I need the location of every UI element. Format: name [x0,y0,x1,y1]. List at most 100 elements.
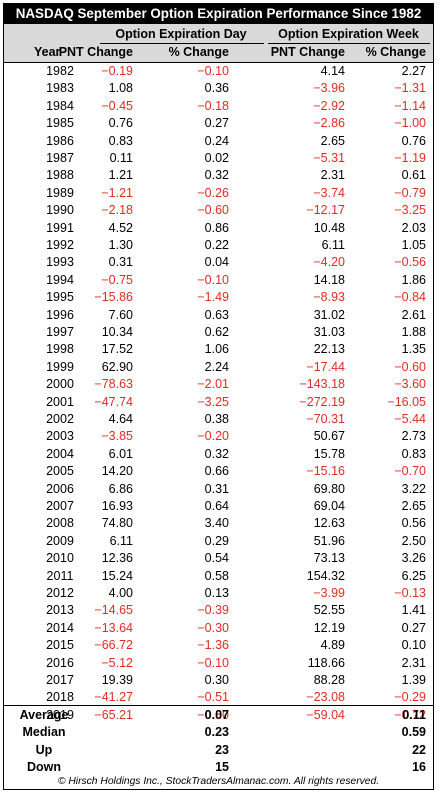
table-row: 1989 −1.21 −0.26 −3.74 −0.79 [4,185,433,202]
day-pnt-cell: 16.93 [101,499,133,513]
col-header-week-pct: % Change [365,45,426,59]
week-pct-cell: −0.29 [394,690,426,705]
table-row: 2006 6.86 0.31 69.80 3.22 [4,481,433,498]
table-row: 1991 4.52 0.86 10.48 2.03 [4,220,433,237]
week-pnt-cell: 2.65 [320,133,345,148]
day-pnt-cell: −0.45 [101,98,133,113]
day-pnt-cell: 1.08 [108,81,133,96]
year-cell: 2005 [46,464,74,479]
week-pnt-cell: −17.44 [306,359,345,374]
year-cell: 1989 [46,185,74,200]
table-row: 2013 −14.65 −0.39 52.55 1.41 [4,602,433,619]
table-row: 2009 6.11 0.29 51.96 2.50 [4,533,433,550]
day-pnt-cell: −14.65 [94,603,133,618]
table-row: 2005 14.20 0.66 −15.16 −0.70 [4,463,433,480]
summary-label: Up [35,742,53,757]
week-pnt-cell: 15.78 [313,446,345,461]
year-cell: 2007 [46,499,74,513]
year-cell: 2003 [46,429,74,444]
year-cell: 1999 [46,359,74,374]
year-cell: 2013 [46,603,74,618]
day-pnt-cell: 14.20 [101,464,133,479]
week-pnt-cell: −2.92 [313,98,345,113]
day-pct-cell: −0.18 [197,98,229,113]
day-pnt-cell: −15.86 [94,290,133,305]
table-row: 2001 −47.74 −3.25 −272.19 −16.05 [4,394,433,411]
week-pct-cell: 2.03 [401,220,426,235]
day-pct-cell: −1.49 [197,290,229,305]
year-cell: 1995 [46,290,74,305]
week-pnt-cell: −59.04 [306,707,345,722]
week-pct-cell: 0.27 [401,620,426,635]
summary-week-pct: 22 [412,742,426,757]
day-pnt-cell: −78.63 [94,377,133,392]
day-pct-cell: 0.32 [204,168,229,183]
day-pnt-cell: −13.64 [94,620,133,635]
week-pnt-cell: 73.13 [313,551,345,566]
day-pct-cell: −3.25 [197,394,229,409]
day-pnt-cell: 0.31 [108,255,133,270]
week-pct-cell: 2.50 [401,533,426,548]
week-pct-cell: 3.26 [401,551,426,566]
week-pnt-cell: 10.48 [313,220,345,235]
table-row: 1987 0.11 0.02 −5.31 −1.19 [4,150,433,167]
table-row: 1984 −0.45 −0.18 −2.92 −1.14 [4,98,433,115]
year-cell: 2019 [46,707,74,722]
week-pct-cell: −0.79 [394,185,426,200]
year-cell: 1983 [46,81,74,96]
week-pct-cell: −16.05 [387,394,426,409]
day-pnt-cell: −2.18 [101,203,133,218]
week-pnt-cell: −8.93 [313,290,345,305]
week-pnt-cell: 31.03 [313,325,345,339]
week-pnt-cell: −2.86 [313,116,345,131]
expiration-table: NASDAQ September Option Expiration Perfo… [3,3,434,790]
week-pct-cell: 0.76 [401,133,426,148]
year-cell: 1990 [46,203,74,218]
day-pnt-cell: 4.00 [108,586,133,600]
week-pnt-cell: −5.31 [313,151,345,165]
week-pct-cell: −0.70 [394,464,426,479]
table-row: 2017 19.39 0.30 88.28 1.39 [4,672,433,689]
day-pnt-cell: 7.60 [108,307,133,322]
day-pnt-cell: 17.52 [101,342,133,357]
day-pct-cell: −0.26 [197,185,229,200]
table-row: 1985 0.76 0.27 −2.86 −1.00 [4,115,433,132]
year-cell: 1998 [46,342,74,357]
year-cell: 2001 [46,394,74,409]
year-cell: 2017 [46,673,74,687]
week-pct-cell: −0.72 [394,707,426,722]
table-row: 2014 −13.64 −0.30 12.19 0.27 [4,620,433,637]
year-cell: 1993 [46,255,74,270]
day-pnt-cell: 1.30 [108,238,133,252]
day-pct-cell: 1.06 [204,342,229,357]
week-pnt-cell: 31.02 [313,307,345,322]
week-pnt-cell: −143.18 [299,377,345,392]
year-cell: 2014 [46,620,74,635]
day-pnt-cell: −5.12 [101,655,133,670]
table-title: NASDAQ September Option Expiration Perfo… [4,4,433,24]
summary-day-pct: 15 [215,760,229,775]
week-pct-cell: 1.86 [401,272,426,287]
week-pct-cell: 0.83 [401,446,426,461]
summary-day-pct: 0.07 [204,708,229,722]
day-pct-cell: 0.86 [204,220,229,235]
day-pct-cell: −0.10 [197,655,229,670]
week-pct-cell: 3.22 [401,481,426,496]
table-row: 1994 −0.75 −0.10 14.18 1.86 [4,272,433,289]
col-header-week-pnt: PNT Change [270,45,345,59]
week-pnt-cell: −12.17 [306,203,345,218]
week-pct-cell: −0.13 [394,586,426,600]
week-pnt-cell: −4.20 [313,255,345,270]
day-pct-cell: 0.31 [204,481,229,496]
day-pct-cell: −0.30 [197,620,229,635]
day-pnt-cell: −0.75 [101,272,133,287]
table-row: 1993 0.31 0.04 −4.20 −0.56 [4,254,433,271]
year-cell: 2011 [46,568,74,583]
day-pnt-cell: 4.64 [108,412,133,426]
group-header-day: Option Expiration Day [115,27,247,41]
day-pnt-cell: 0.76 [108,116,133,131]
year-cell: 1984 [46,98,74,113]
summary-day-pct: 23 [215,742,229,757]
table-row: 2010 12.36 0.54 73.13 3.26 [4,550,433,567]
year-cell: 2010 [46,551,74,566]
